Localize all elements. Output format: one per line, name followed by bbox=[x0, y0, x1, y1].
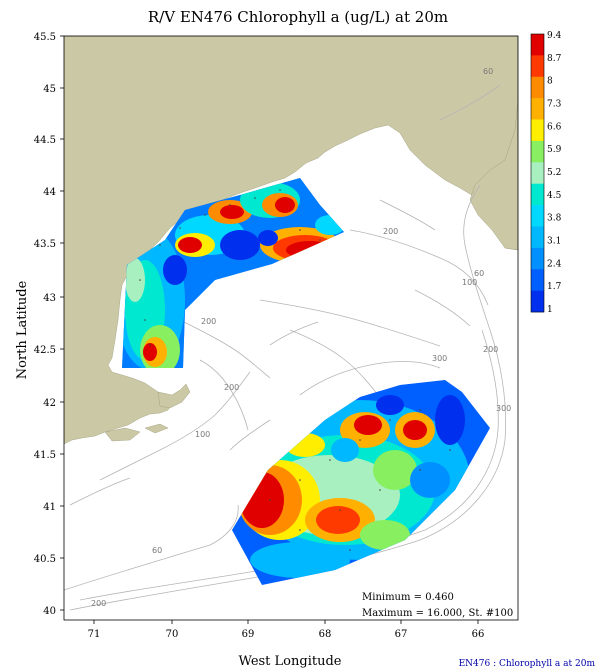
x-tick-label: 66 bbox=[472, 629, 485, 640]
colorbar-label: 3.8 bbox=[547, 214, 562, 224]
colorbar-label: 4.5 bbox=[547, 191, 562, 201]
colorbar-swatch bbox=[531, 290, 544, 313]
y-axis bbox=[60, 35, 64, 611]
x-tick-labels: 71 70 69 68 67 66 bbox=[88, 629, 485, 640]
x-axis bbox=[93, 620, 479, 624]
x-tick-label: 69 bbox=[242, 629, 255, 640]
x-tick-label: 70 bbox=[166, 629, 179, 640]
colorbar-label: 8.7 bbox=[547, 54, 562, 64]
plot-area: 60 60 100 200 200 200 300 300 100 200 60… bbox=[64, 36, 518, 620]
y-tick-label: 45.5 bbox=[34, 32, 56, 43]
x-axis-label: West Longitude bbox=[239, 654, 342, 669]
y-tick-label: 40 bbox=[43, 606, 56, 617]
isobath-label: 200 bbox=[224, 383, 239, 392]
colorbar-label: 1 bbox=[547, 305, 553, 315]
y-tick-label: 42 bbox=[43, 398, 56, 409]
x-tick-label: 68 bbox=[319, 629, 332, 640]
y-tick-label: 43.5 bbox=[34, 239, 56, 250]
isobath-label: 60 bbox=[483, 67, 493, 76]
colorbar-label: 2.4 bbox=[547, 259, 562, 269]
colorbar-label: 3.1 bbox=[547, 237, 561, 247]
maximum-stat: Maximum = 16.000, St. #100 bbox=[362, 608, 513, 619]
isobath-label: 300 bbox=[496, 404, 511, 413]
colorbar-swatch bbox=[531, 98, 544, 120]
colorbar-swatch bbox=[531, 162, 544, 184]
colorbar-swatch bbox=[531, 183, 544, 206]
y-tick-label: 45 bbox=[43, 84, 56, 95]
isobath-label: 60 bbox=[474, 269, 484, 278]
colorbar-label: 9.4 bbox=[547, 31, 562, 41]
y-tick-label: 44 bbox=[43, 187, 56, 198]
station-markers bbox=[139, 189, 451, 551]
isobath-label: 200 bbox=[483, 345, 498, 354]
map-title: R/V EN476 Chlorophyll a (ug/L) at 20m bbox=[148, 8, 448, 26]
colorbar: 9.4 8.7 8 7.3 6.6 5.9 5.2 4.5 3.8 3.1 2.4 1.7 1 bbox=[530, 31, 562, 315]
isobath-labels: 60 60 100 200 200 200 300 300 100 200 60… bbox=[91, 67, 511, 608]
colorbar-label: 6.6 bbox=[547, 122, 562, 132]
colorbar-label: 5.9 bbox=[547, 145, 562, 155]
plot-frame bbox=[63, 35, 519, 621]
colorbar-swatch bbox=[531, 226, 544, 249]
y-tick-label: 40.5 bbox=[34, 554, 56, 565]
colorbar-swatch bbox=[531, 247, 544, 270]
colorbar-label: 1.7 bbox=[547, 282, 562, 292]
y-tick-label: 41 bbox=[43, 502, 56, 513]
isobath-label: 60 bbox=[152, 546, 162, 555]
isobath-label: 300 bbox=[432, 354, 447, 363]
colorbar-label: 7.3 bbox=[547, 100, 562, 110]
isobath-label: 100 bbox=[462, 278, 477, 287]
minimum-stat: Minimum = 0.460 bbox=[362, 592, 454, 603]
colorbar-swatch bbox=[531, 34, 544, 56]
y-tick-labels: 45.5 45 44.5 44 43.5 43 42.5 42 41.5 41 … bbox=[34, 32, 56, 617]
colorbar-swatch bbox=[531, 269, 544, 291]
y-tick-label: 44.5 bbox=[34, 135, 56, 146]
colorbar-label: 8 bbox=[547, 77, 553, 87]
x-tick-label: 67 bbox=[395, 629, 408, 640]
y-tick-label: 42.5 bbox=[34, 345, 56, 356]
isobath-label: 100 bbox=[195, 430, 210, 439]
y-axis-label: North Latitude bbox=[15, 280, 30, 379]
isobath-label: 200 bbox=[201, 317, 216, 326]
colorbar-swatch bbox=[531, 55, 544, 78]
colorbar-frame bbox=[530, 33, 545, 313]
x-tick-label: 71 bbox=[88, 629, 101, 640]
land bbox=[64, 36, 518, 445]
colorbar-swatch bbox=[531, 119, 544, 142]
isobath-label: 200 bbox=[383, 227, 398, 236]
figure-caption: EN476 : Chlorophyll a at 20m bbox=[459, 659, 596, 669]
colorbar-swatch bbox=[531, 76, 544, 99]
y-tick-label: 41.5 bbox=[34, 450, 56, 461]
colorbar-label: 5.2 bbox=[547, 168, 561, 178]
colorbar-swatch bbox=[531, 140, 544, 163]
isobath-label: 200 bbox=[91, 599, 106, 608]
y-tick-label: 43 bbox=[43, 293, 56, 304]
colorbar-swatch bbox=[531, 205, 544, 227]
